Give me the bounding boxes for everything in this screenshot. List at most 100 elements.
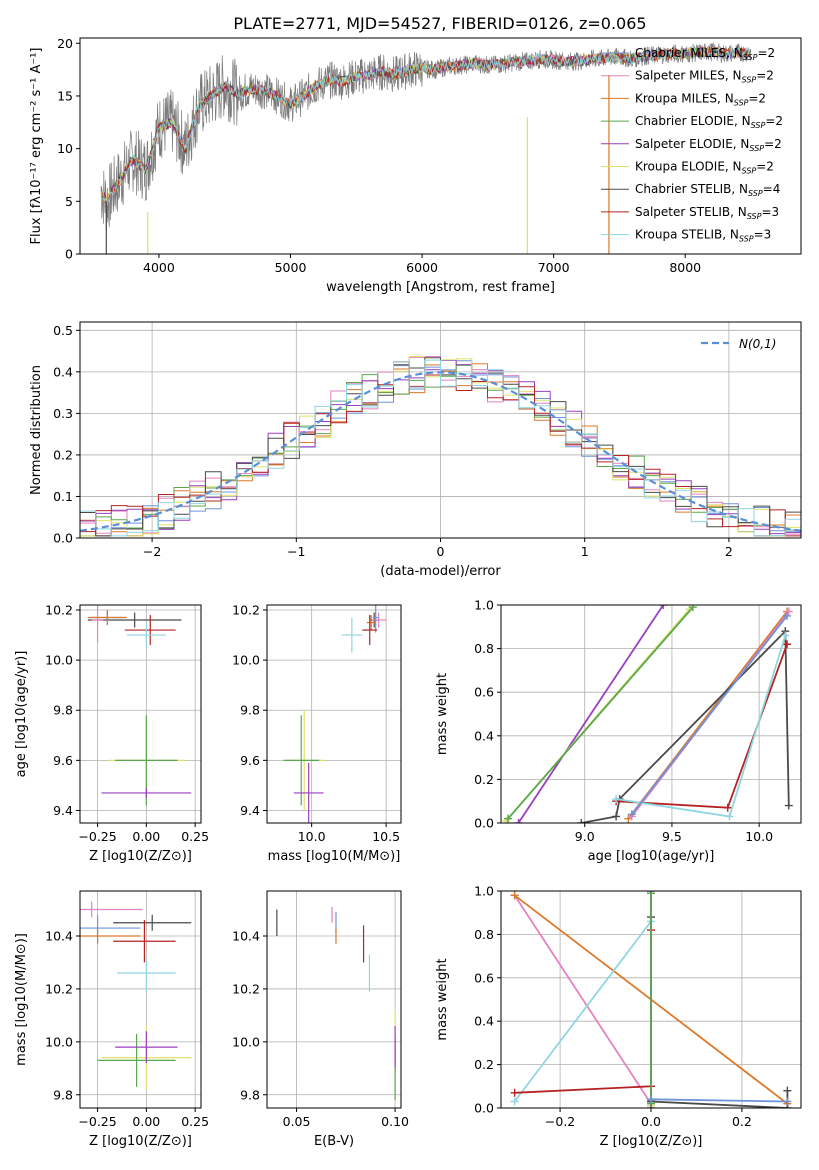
y-axis-label: age [log10(age/yr)] xyxy=(14,651,29,778)
y-tick-label: 0.3 xyxy=(53,406,73,421)
x-axis-label: E(B-V) xyxy=(314,1134,354,1149)
x-tick-label: 10.5 xyxy=(372,829,400,844)
weight-line xyxy=(650,917,789,1108)
x-tick-label: 10.0 xyxy=(298,829,326,844)
plot-area-spectrum xyxy=(100,42,752,254)
y-tick-label: 0.6 xyxy=(474,685,494,700)
weight-marker xyxy=(723,803,732,812)
y-tick-label: 0.4 xyxy=(474,1014,494,1029)
y-tick-label: 0.0 xyxy=(474,1101,494,1116)
y-tick-label: 0.8 xyxy=(474,641,494,656)
legend-label: Salpeter ELODIE, NSSP=2 xyxy=(635,137,782,153)
x-tick-label: 8000 xyxy=(669,260,701,275)
x-axis-label: Z [log10(Z/Z⊙)] xyxy=(89,849,192,864)
axes-age-vs-Z: −0.25 0.00 0.25 9.4 9.6 9.8 10.0 10.2 Z [log10(Z… xyxy=(14,603,209,864)
y-tick-label: 10.4 xyxy=(232,928,260,943)
weight-marker xyxy=(783,640,792,649)
plot-area-residuals xyxy=(80,356,801,537)
axes-frame xyxy=(266,890,402,1109)
weight-marker xyxy=(688,605,697,612)
weight-marker xyxy=(503,814,512,823)
weight-marker xyxy=(510,1097,519,1106)
y-tick-label: 10.2 xyxy=(45,981,73,996)
weight-marker xyxy=(647,1095,655,1104)
plot-area-weight-vs-Z xyxy=(510,891,792,1108)
legend-label: Chabrier ELODIE, NSSP=2 xyxy=(635,114,783,130)
legend-label: Salpeter STELIB, NSSP=3 xyxy=(635,205,779,221)
legend-label: Kroupa STELIB, NSSP=3 xyxy=(635,228,771,244)
y-axis-label: mass weight xyxy=(435,673,450,755)
y-tick-label: 0.4 xyxy=(474,728,494,743)
weight-marker xyxy=(627,810,636,819)
weight-marker xyxy=(612,812,621,821)
axes-frame xyxy=(79,321,802,539)
axes-frame xyxy=(500,604,802,824)
x-axis-label: age [log10(age/yr)] xyxy=(588,849,715,864)
y-tick-label: 0.6 xyxy=(474,970,494,985)
y-tick-label: 0.2 xyxy=(474,1057,494,1072)
x-tick-label: −0.25 xyxy=(78,829,116,844)
y-axis-label: Normed distribution xyxy=(29,365,44,495)
weight-marker xyxy=(647,891,655,898)
weight-marker xyxy=(612,795,621,804)
weight-marker xyxy=(725,812,734,821)
y-tick-label: 10.0 xyxy=(45,1034,73,1049)
axes-frame xyxy=(79,604,202,824)
weight-line xyxy=(513,894,652,1105)
y-tick-label: 10.2 xyxy=(232,981,260,996)
x-axis-label: Z [log10(Z/Z⊙)] xyxy=(89,1134,192,1149)
x-tick-label: −0.25 xyxy=(78,1114,116,1129)
y-tick-label: 0.0 xyxy=(53,531,73,546)
x-tick-label: 0.0 xyxy=(641,1114,661,1129)
weight-marker xyxy=(514,819,523,823)
axes-frame xyxy=(79,37,802,255)
y-tick-label: 10 xyxy=(57,141,73,156)
y-tick-label: 10.0 xyxy=(232,653,260,668)
y-tick-label: 9.8 xyxy=(240,1087,260,1102)
weight-marker xyxy=(784,607,793,616)
x-tick-label: 0.25 xyxy=(181,829,209,844)
axes-spectrum: 4000 5000 6000 7000 8000 0 5 10 15 20 wavelength [… xyxy=(29,36,802,295)
axes-weight-vs-age: 9.0 9.5 10.0 0.0 0.2 0.4 0.6 0.8 1.0 age [log10(a… xyxy=(435,598,802,864)
x-tick-label: −2 xyxy=(143,544,161,559)
x-axis-label: mass [log10(M/M⊙)] xyxy=(268,849,401,864)
y-tick-label: 0 xyxy=(65,247,73,262)
y-tick-label: 20 xyxy=(57,36,73,51)
y-tick-label: 0.1 xyxy=(53,489,73,504)
x-tick-label: 0.05 xyxy=(283,1114,311,1129)
model-spectrum-line xyxy=(100,47,751,207)
y-tick-label: 0.8 xyxy=(474,927,494,942)
y-tick-label: 0.5 xyxy=(53,323,73,338)
plot-area-mass-vs-Z xyxy=(80,901,192,1090)
x-tick-label: 0.00 xyxy=(132,829,160,844)
axes-mass-vs-EBV: 0.05 0.10 9.8 10.0 10.2 10.4 E(B-V) xyxy=(232,890,409,1149)
x-axis-label: Z [log10(Z/Z⊙)] xyxy=(600,1134,703,1149)
x-tick-label: 9.0 xyxy=(575,829,595,844)
axes-frame xyxy=(500,890,802,1109)
y-tick-label: 9.6 xyxy=(240,753,260,768)
model-spectrum-line xyxy=(100,47,751,206)
x-tick-label: 7000 xyxy=(538,260,570,275)
x-tick-label: 0.25 xyxy=(181,1114,209,1129)
x-tick-label: −0.2 xyxy=(545,1114,575,1129)
legend-label: Salpeter MILES, NSSP=2 xyxy=(635,69,774,85)
x-tick-label: 2 xyxy=(725,544,733,559)
y-tick-label: 10.2 xyxy=(232,603,260,618)
y-axis-label: mass weight xyxy=(435,958,450,1040)
x-tick-label: 5000 xyxy=(275,260,307,275)
weight-marker xyxy=(783,1086,792,1095)
y-tick-label: 10.0 xyxy=(232,1034,260,1049)
x-tick-label: 6000 xyxy=(406,260,438,275)
x-tick-label: 10.0 xyxy=(745,829,773,844)
x-tick-label: 1 xyxy=(581,544,589,559)
y-axis-label: mass [log10(M/M⊙)] xyxy=(14,933,29,1066)
plot-area-mass-vs-EBV xyxy=(276,906,396,1101)
weight-line xyxy=(650,1098,788,1103)
weight-line xyxy=(507,606,694,820)
figure-title: PLATE=2771, MJD=54527, FIBERID=0126, z=0… xyxy=(233,14,646,33)
plot-area-age-vs-Z xyxy=(87,605,192,806)
y-tick-label: 9.8 xyxy=(240,703,260,718)
y-tick-label: 5 xyxy=(65,194,73,209)
x-tick-label: 0.2 xyxy=(732,1114,752,1129)
